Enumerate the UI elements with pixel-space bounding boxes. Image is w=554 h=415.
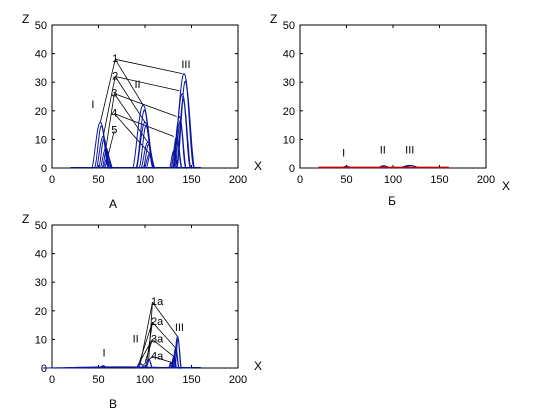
x-tick-label: 100 (384, 174, 402, 186)
annotation-label: II (133, 333, 139, 345)
y-tick-label: 50 (35, 220, 47, 232)
y-axis-label: Z (22, 212, 29, 226)
peak-curve-i (91, 121, 110, 170)
annotation-label: 2 (112, 70, 118, 82)
leader-line (102, 76, 116, 137)
leader-line (114, 113, 174, 137)
x-tick-label: 200 (477, 174, 495, 186)
leader-line (115, 76, 180, 92)
annotation-label: 3a (151, 333, 164, 345)
y-tick-label: 20 (283, 106, 295, 118)
peak-curve-iii (172, 115, 187, 170)
y-tick-label: 50 (283, 20, 295, 32)
x-axis-label: X (502, 179, 510, 193)
leader-line (152, 339, 175, 357)
y-tick-label: 40 (35, 249, 47, 261)
y-tick-label: 30 (283, 77, 295, 89)
annotation-label: 5 (111, 125, 117, 137)
annotation-label: III (181, 59, 190, 71)
annotation-label: II (380, 145, 386, 157)
leader-line (152, 321, 176, 349)
y-tick-label: 20 (35, 306, 47, 318)
leader-line (107, 130, 115, 157)
y-tick-label: 10 (283, 134, 295, 146)
annotation-label: I (91, 99, 94, 111)
x-tick-label: 100 (136, 174, 154, 186)
annotation-label: 1 (112, 53, 118, 65)
y-tick-label: 40 (35, 49, 47, 61)
y-tick-label: 30 (35, 77, 47, 89)
annotation-label: I (103, 348, 106, 360)
y-axis-label: Z (22, 12, 29, 26)
y-tick-label: 30 (35, 277, 47, 289)
x-tick-label: 100 (136, 374, 154, 386)
leader-line (114, 113, 150, 154)
leader-line (144, 339, 153, 363)
x-axis-label: X (254, 159, 262, 173)
leader-line (137, 339, 153, 366)
leader-line (152, 356, 172, 363)
x-tick-label: 200 (229, 374, 247, 386)
annotation-label: 2a (151, 316, 164, 328)
leader-line (113, 93, 149, 143)
x-tick-label: 150 (182, 374, 200, 386)
x-tick-label: 0 (49, 374, 55, 386)
x-tick-label: 150 (182, 174, 200, 186)
x-tick-label: 50 (92, 174, 104, 186)
plot-frame (51, 24, 239, 169)
x-tick-label: 0 (297, 174, 303, 186)
annotation-label: I (342, 148, 345, 160)
panel-caption: В (109, 397, 117, 411)
x-tick-label: 200 (229, 174, 247, 186)
leader-line (152, 301, 178, 337)
peak-curve-iii (169, 150, 179, 170)
y-tick-label: 10 (35, 334, 47, 346)
leader-line (114, 93, 177, 117)
panel-caption: А (109, 197, 117, 211)
panel-caption: Б (388, 194, 396, 208)
plot-frame (51, 224, 239, 369)
leader-line (114, 59, 144, 106)
peak-curve-i (102, 156, 114, 169)
annotation-label: II (134, 79, 140, 91)
annotation-label: 4a (151, 350, 164, 362)
leader-line (138, 322, 153, 366)
y-axis-label: Z (270, 12, 277, 26)
x-tick-label: 0 (49, 174, 55, 186)
y-tick-label: 20 (35, 106, 47, 118)
plot-frame (299, 24, 487, 169)
y-tick-label: 10 (35, 134, 47, 146)
peak-curve-iii (171, 135, 183, 169)
x-tick-label: 50 (340, 174, 352, 186)
x-tick-label: 150 (430, 174, 448, 186)
peak-curve-ii (144, 358, 154, 369)
leader-line (115, 58, 183, 75)
annotation-label: 3 (111, 88, 117, 100)
annotation-label: 4 (111, 108, 117, 120)
y-tick-label: 40 (283, 49, 295, 61)
y-tick-label: 50 (35, 20, 47, 32)
peak-curve-ii (144, 153, 156, 169)
y-tick-label: 0 (41, 363, 47, 375)
annotation-label: III (405, 145, 414, 157)
annotation-label: 1a (151, 296, 164, 308)
y-tick-label: 0 (289, 163, 295, 175)
peak-curve-i (96, 135, 111, 169)
annotation-label: III (175, 322, 184, 334)
x-tick-label: 50 (92, 374, 104, 386)
leader-line (99, 59, 116, 123)
x-axis-label: X (254, 359, 262, 373)
y-tick-label: 0 (41, 163, 47, 175)
leader-line (105, 93, 115, 149)
